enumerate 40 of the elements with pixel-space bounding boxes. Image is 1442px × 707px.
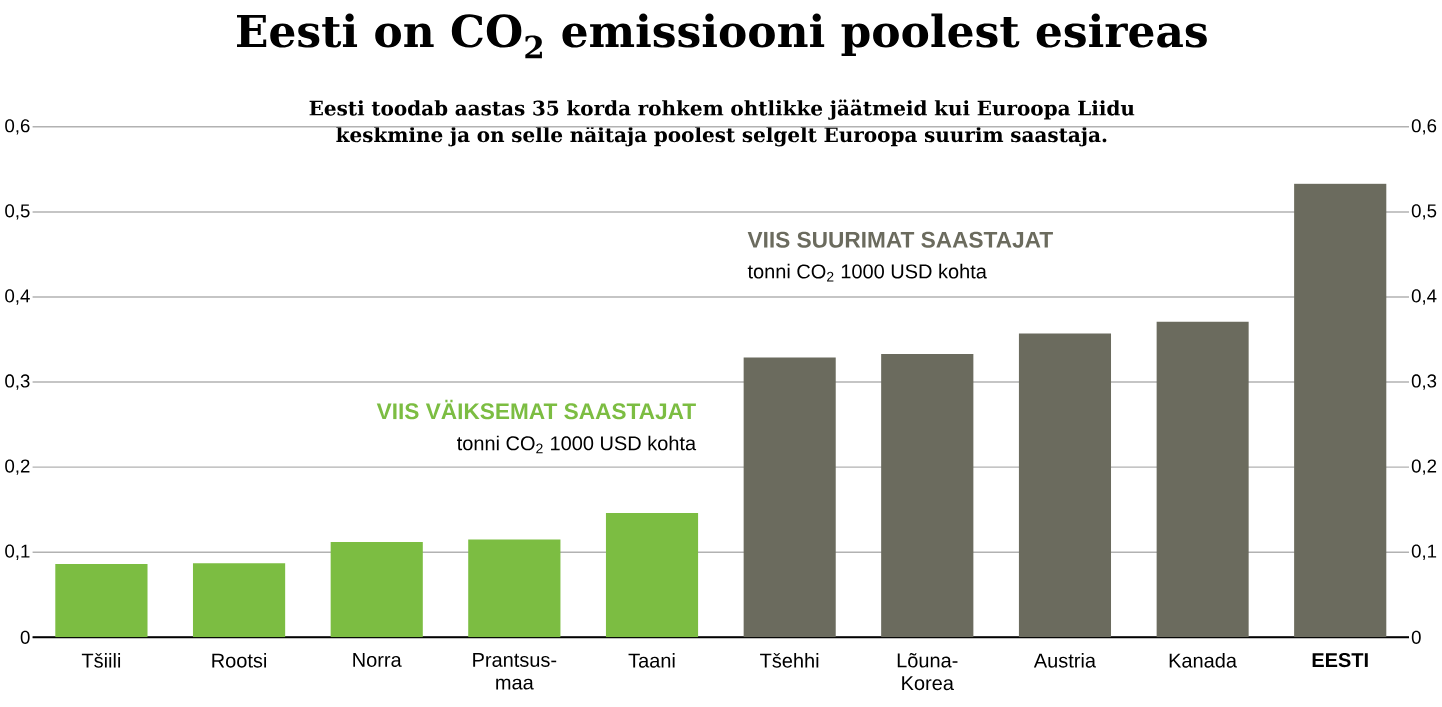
annotation: VIIS SUURIMAT SAASTAJAT	[747, 231, 1053, 248]
chart-subtitle: Eesti toodab aastas 35 korda rohkem ohtlikke jäätmeid kui Euroopa Liidu keskmine ja on selle näitaja poolest selgelt Euroopa suurim saastaja.	[309, 99, 1135, 147]
x-tick-label: Prantsus-maa	[473, 652, 557, 690]
y2-tick-label: 0,3	[1411, 374, 1437, 390]
y-tick-label: 0	[20, 630, 30, 644]
x-tick-label: Tšiili	[81, 652, 121, 668]
x-tick-label: Lõuna-Korea	[897, 652, 958, 691]
bar	[55, 564, 148, 638]
annotation: tonni CO$_{2}$ 1000 USD kohta	[747, 263, 987, 282]
bar	[330, 541, 423, 638]
x-tick-label: Austria	[1033, 652, 1096, 668]
y2-tick-label: 0,4	[1411, 289, 1437, 305]
y2-tick-label: 0,2	[1411, 459, 1437, 475]
y-tick-label: 0,4	[5, 289, 30, 305]
y2-tick-label: 0	[1411, 630, 1421, 644]
bar	[468, 539, 561, 638]
chart-title: Eesti on CO$_{2}$ emissiooni poolest esireas	[237, 13, 1207, 59]
y-tick-label: 0,3	[5, 374, 30, 390]
y-tick-label: 0,1	[5, 544, 30, 560]
bar	[192, 563, 286, 638]
y2-tick-label: 0,6	[1411, 119, 1437, 135]
bar	[1156, 321, 1249, 638]
y2-tick-label: 0,5	[1411, 204, 1437, 220]
x-tick-label: EESTI	[1312, 652, 1368, 668]
annotation: VIIS VÄIKSEMAT SAASTAJAT	[376, 399, 696, 420]
y-tick-label: 0,5	[5, 204, 30, 220]
x-tick-label: Kanada	[1169, 652, 1237, 668]
x-tick-label: Taani	[628, 652, 675, 668]
y-tick-label: 0,2	[5, 459, 30, 475]
bar	[1294, 183, 1387, 638]
x-tick-label: Rootsi	[212, 652, 267, 668]
bar	[881, 353, 974, 638]
x-tick-label: Norra	[353, 652, 402, 667]
y-tick-label: 0,6	[5, 119, 30, 135]
annotation: tonni CO$_{2}$ 1000 USD kohta	[457, 435, 697, 454]
x-tick-label: Tšehhi	[760, 652, 819, 668]
bar	[743, 357, 836, 638]
y2-tick-label: 0,1	[1411, 544, 1437, 560]
bar	[605, 512, 699, 638]
bar	[1018, 333, 1112, 638]
